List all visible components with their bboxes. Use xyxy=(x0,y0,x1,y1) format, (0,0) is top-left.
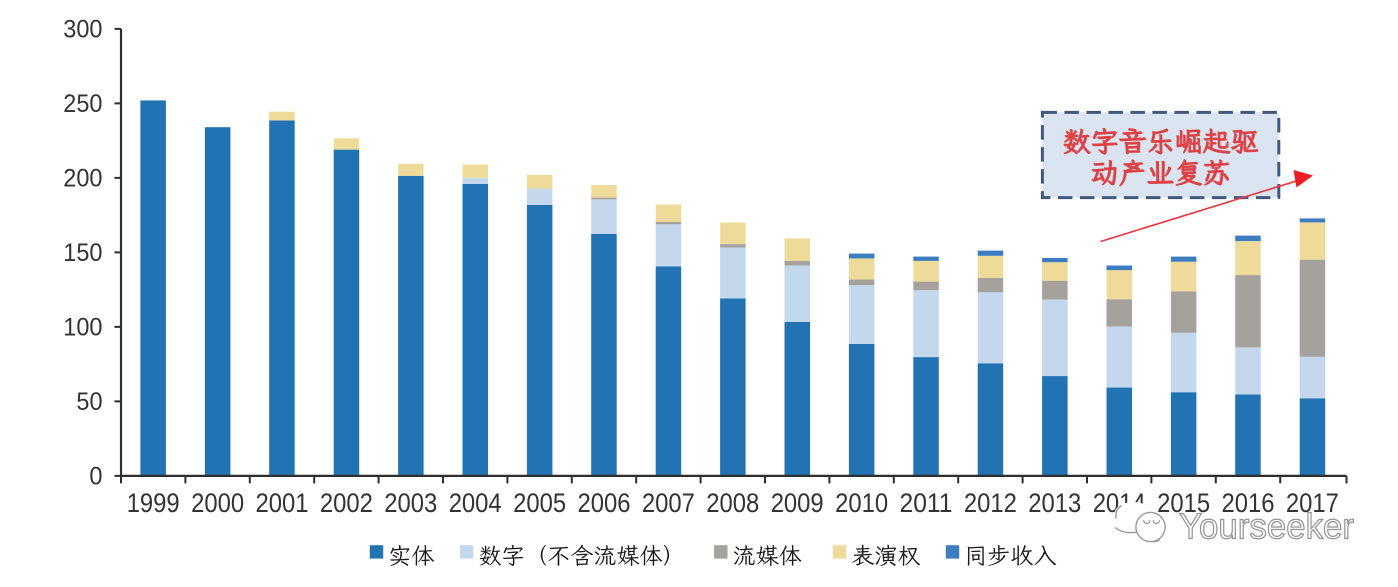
svg-text:2011: 2011 xyxy=(900,488,953,518)
svg-text:50: 50 xyxy=(76,388,102,416)
svg-text:2004: 2004 xyxy=(449,488,502,518)
svg-text:150: 150 xyxy=(63,239,102,267)
svg-text:Yourseeker: Yourseeker xyxy=(1179,506,1354,547)
svg-text:2012: 2012 xyxy=(964,488,1017,518)
svg-text:1999: 1999 xyxy=(127,488,180,518)
svg-text:2013: 2013 xyxy=(1028,488,1081,518)
svg-text:2008: 2008 xyxy=(706,488,759,518)
svg-text:200: 200 xyxy=(63,164,102,192)
svg-text:2006: 2006 xyxy=(578,488,631,518)
svg-text:2001: 2001 xyxy=(256,488,309,518)
svg-text:2017: 2017 xyxy=(1286,488,1339,518)
svg-text:2007: 2007 xyxy=(642,488,695,518)
svg-text:250: 250 xyxy=(63,90,102,118)
svg-text:2015: 2015 xyxy=(1157,488,1210,518)
svg-text:2003: 2003 xyxy=(384,488,437,518)
svg-text:100: 100 xyxy=(63,313,102,341)
svg-text:2005: 2005 xyxy=(513,488,566,518)
svg-text:2016: 2016 xyxy=(1222,488,1275,518)
svg-text:0: 0 xyxy=(89,462,102,490)
svg-text:300: 300 xyxy=(63,15,102,43)
svg-text:2009: 2009 xyxy=(771,488,824,518)
svg-text:2010: 2010 xyxy=(835,488,888,518)
svg-text:2002: 2002 xyxy=(320,488,373,518)
svg-text:2000: 2000 xyxy=(191,488,244,518)
